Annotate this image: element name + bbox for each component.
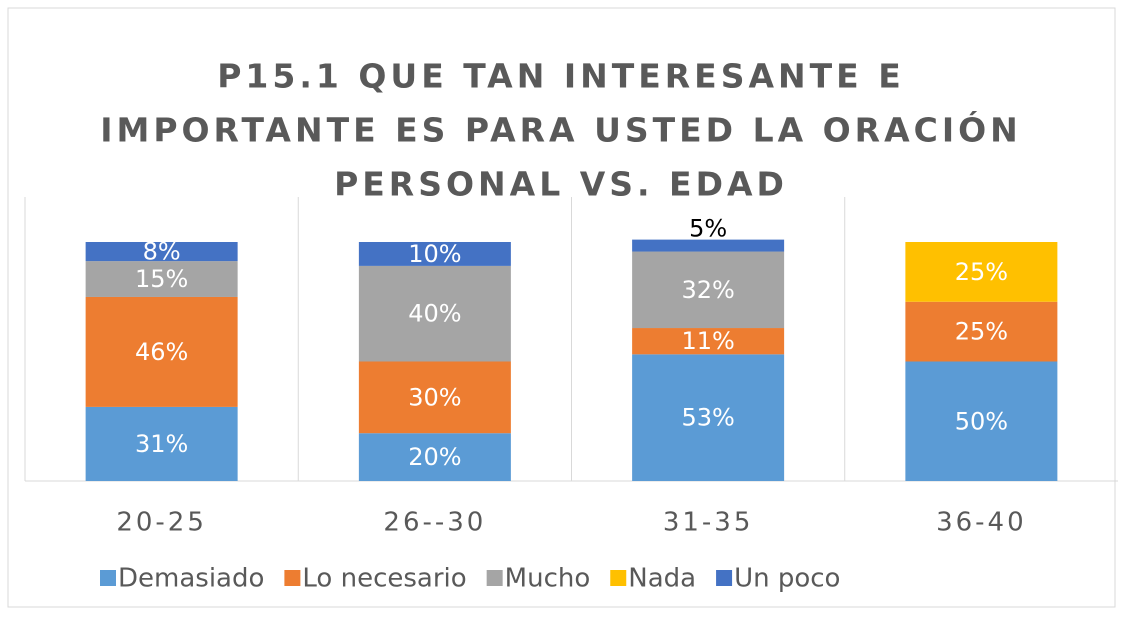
legend-label: Nada — [628, 564, 696, 594]
data-label: 20% — [408, 443, 461, 471]
chart-title: IMPORTANTE ES PARA USTED LA ORACIÓN — [100, 110, 1022, 150]
x-tick-label: 20-25 — [116, 508, 207, 538]
chart-title: PERSONAL VS. EDAD — [334, 165, 788, 204]
x-tick-label: 36-40 — [936, 508, 1027, 538]
bar-segment — [85, 296, 238, 407]
bar-segment — [632, 251, 785, 329]
legend-label: Lo necesario — [302, 564, 466, 594]
data-label: 15% — [135, 265, 188, 293]
data-label: 25% — [955, 258, 1008, 286]
bar-segment — [905, 242, 1058, 302]
legend-swatch — [610, 570, 627, 586]
bar-segment — [85, 242, 238, 262]
data-label: 5% — [689, 215, 727, 243]
bar-segment — [358, 361, 511, 434]
x-tick-label: 31-35 — [663, 508, 754, 538]
bar-segment — [632, 328, 785, 355]
x-tick-label: 26--30 — [383, 508, 486, 538]
data-label: 50% — [955, 407, 1008, 435]
bar-segment — [905, 361, 1058, 481]
bar-segment — [358, 242, 511, 266]
bar-segment — [905, 301, 1058, 362]
data-label: 53% — [681, 404, 734, 432]
chart-title: P15.1 QUE TAN INTERESANTE E — [217, 57, 904, 96]
bar-segment — [632, 354, 785, 481]
data-label: 40% — [408, 300, 461, 328]
bar-segment — [358, 433, 511, 481]
data-label: 10% — [408, 240, 461, 268]
bar-segment — [85, 261, 238, 297]
data-label: 31% — [135, 430, 188, 458]
legend-swatch — [716, 570, 733, 586]
bar-segment — [85, 406, 238, 481]
data-label: 32% — [681, 276, 734, 304]
legend-label: Mucho — [505, 564, 591, 594]
data-label: 25% — [955, 318, 1008, 346]
legend-swatch — [284, 570, 301, 586]
data-label: 8% — [143, 238, 181, 266]
legend-label: Demasiado — [118, 564, 264, 594]
data-label: 30% — [408, 383, 461, 411]
data-label: 11% — [681, 327, 734, 355]
bar-segment — [632, 239, 785, 252]
legend-label: Un poco — [734, 564, 840, 594]
bar-segment — [358, 265, 511, 362]
data-label: 46% — [135, 338, 188, 366]
legend-swatch — [100, 570, 116, 586]
legend-swatch — [486, 570, 503, 586]
